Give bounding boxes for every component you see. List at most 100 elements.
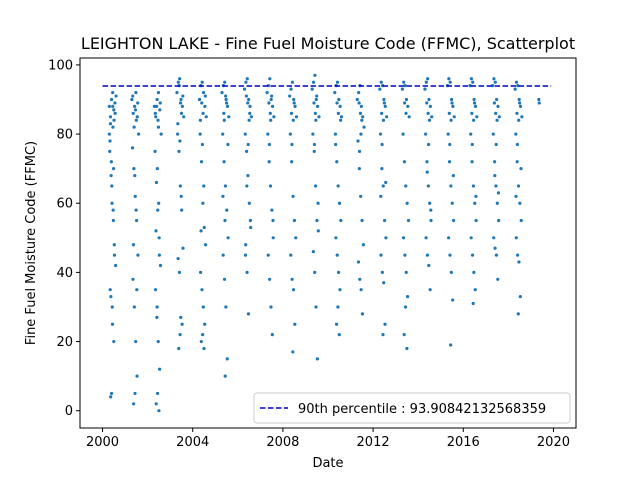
data-point <box>537 101 541 105</box>
legend-label: 90th percentile : 93.90842132568359 <box>298 402 546 417</box>
data-point <box>154 402 158 406</box>
data-point <box>333 132 338 136</box>
data-point <box>245 184 249 188</box>
data-point <box>471 301 475 306</box>
data-point <box>224 97 228 102</box>
data-point <box>179 97 183 102</box>
data-point <box>379 253 383 257</box>
data-point <box>516 312 520 316</box>
data-point <box>403 305 408 309</box>
data-point <box>134 218 139 223</box>
data-point <box>111 167 116 171</box>
data-point <box>221 132 225 136</box>
data-point <box>155 315 159 319</box>
data-point <box>110 201 114 205</box>
data-point <box>491 132 495 136</box>
data-point <box>157 367 162 371</box>
data-point <box>447 236 451 240</box>
data-point <box>380 142 384 147</box>
data-point <box>155 305 159 309</box>
data-point <box>359 104 363 109</box>
data-point <box>381 333 385 337</box>
data-point <box>360 218 364 223</box>
data-point <box>266 132 270 136</box>
data-point <box>222 111 226 115</box>
data-point <box>337 201 342 205</box>
data-point <box>423 87 427 91</box>
data-point <box>430 115 434 119</box>
data-point <box>402 80 406 84</box>
data-point <box>290 142 294 147</box>
data-point <box>405 295 410 299</box>
data-point <box>109 295 113 299</box>
data-point <box>153 288 158 292</box>
data-point <box>266 253 270 257</box>
data-point <box>475 115 479 119</box>
data-point <box>402 160 407 164</box>
data-point <box>293 104 297 109</box>
data-point <box>154 229 158 233</box>
data-point <box>248 104 252 109</box>
data-point <box>449 97 454 102</box>
data-point <box>449 343 453 347</box>
data-point <box>382 101 386 105</box>
data-point <box>153 149 157 153</box>
data-point <box>111 208 115 212</box>
data-point <box>243 132 247 136</box>
data-point <box>515 160 519 164</box>
data-point <box>110 184 114 188</box>
data-point <box>315 218 319 223</box>
data-point <box>224 101 229 105</box>
data-point <box>177 270 182 274</box>
data-point <box>178 139 182 143</box>
data-point <box>426 184 430 188</box>
data-point <box>222 160 226 164</box>
data-point <box>179 315 183 319</box>
data-point <box>155 167 159 171</box>
data-point <box>181 246 185 250</box>
data-point <box>339 115 344 119</box>
data-point <box>289 111 294 115</box>
data-point <box>428 104 432 109</box>
data-point <box>494 253 499 257</box>
data-point <box>403 84 407 88</box>
data-point <box>473 104 478 109</box>
data-point <box>133 173 137 178</box>
data-point <box>472 118 476 122</box>
data-point <box>158 101 162 105</box>
data-point <box>201 333 205 337</box>
data-point <box>109 173 113 178</box>
data-point <box>334 142 338 147</box>
data-point <box>198 118 202 122</box>
data-point <box>268 277 272 281</box>
data-point <box>246 173 250 178</box>
data-point <box>428 201 432 205</box>
data-point <box>246 312 251 316</box>
data-point <box>131 111 135 115</box>
data-point <box>315 357 319 361</box>
data-point <box>360 312 365 316</box>
data-point <box>449 184 453 188</box>
data-point <box>519 167 523 171</box>
data-point <box>291 118 295 122</box>
data-point <box>177 149 181 153</box>
data-point <box>517 118 521 122</box>
data-point <box>288 94 292 98</box>
data-point <box>335 101 339 105</box>
data-point <box>134 90 138 95</box>
data-point <box>178 184 182 188</box>
data-point <box>356 139 360 143</box>
data-point <box>537 97 541 102</box>
data-point <box>294 236 298 240</box>
data-point <box>518 101 522 105</box>
data-point <box>518 201 522 205</box>
data-point <box>270 104 275 109</box>
data-point <box>497 115 501 119</box>
data-point <box>222 118 226 122</box>
data-point <box>448 80 452 84</box>
data-point <box>385 115 389 119</box>
data-point <box>112 339 116 344</box>
data-point <box>518 295 522 299</box>
data-point <box>199 160 204 164</box>
data-point <box>358 277 362 281</box>
